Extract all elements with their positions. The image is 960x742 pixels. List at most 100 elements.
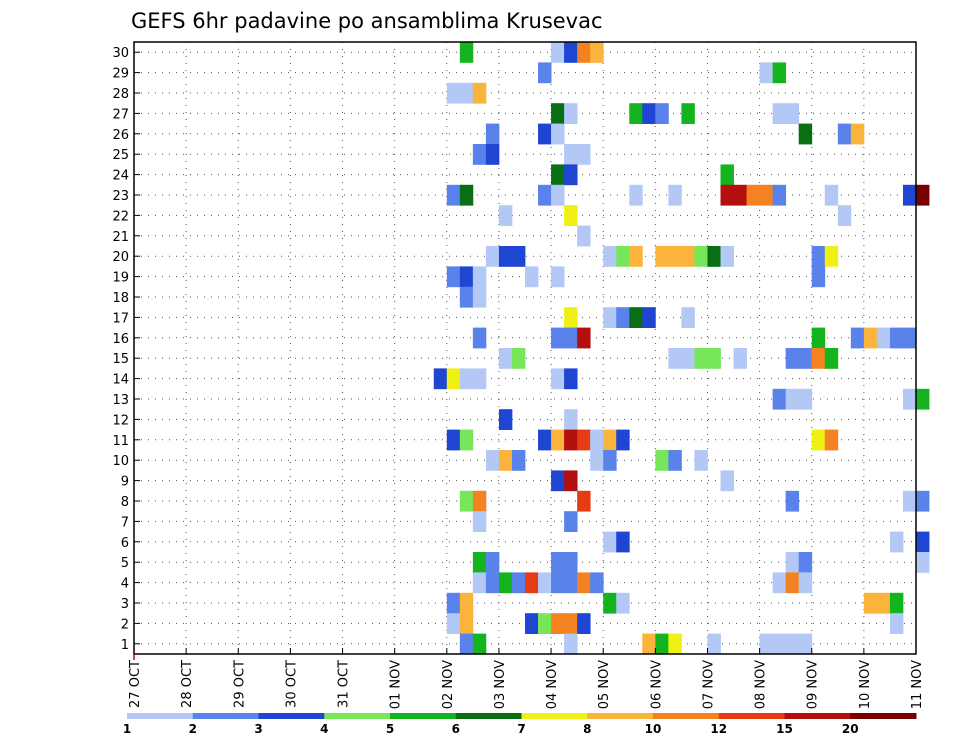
y-tick-label: 25 bbox=[112, 148, 129, 163]
precip-cell bbox=[681, 307, 695, 328]
precip-cell bbox=[785, 388, 800, 410]
precip-cell bbox=[538, 123, 552, 145]
x-tick-label: 08 NOV bbox=[754, 660, 769, 709]
precip-cell bbox=[485, 246, 500, 267]
precip-cell bbox=[511, 348, 526, 369]
chart-title: GEFS 6hr padavine po ansamblima Krusevac bbox=[131, 9, 603, 33]
precip-cell bbox=[772, 388, 787, 410]
precip-cell bbox=[538, 184, 552, 206]
legend-label: 7 bbox=[517, 722, 525, 736]
precip-cell bbox=[551, 327, 565, 349]
precip-cell bbox=[459, 368, 474, 390]
y-tick-label: 5 bbox=[121, 556, 129, 571]
precip-cell bbox=[564, 552, 578, 573]
precip-cell bbox=[577, 613, 591, 634]
legend-swatch bbox=[258, 713, 325, 719]
precip-cell bbox=[798, 123, 813, 145]
precip-cell bbox=[498, 450, 513, 471]
y-tick-label: 30 bbox=[112, 46, 129, 61]
precip-cell bbox=[707, 348, 721, 369]
y-tick-label: 8 bbox=[121, 495, 129, 510]
x-tick-label: 02 NOV bbox=[441, 660, 456, 709]
cell-layer bbox=[433, 42, 930, 655]
precip-cell bbox=[798, 388, 813, 410]
precip-cell bbox=[498, 572, 513, 594]
precip-cell bbox=[616, 307, 630, 328]
y-tick-label: 15 bbox=[112, 352, 129, 367]
legend-swatch bbox=[850, 713, 917, 719]
precip-cell bbox=[694, 450, 708, 471]
precip-cell bbox=[668, 184, 682, 206]
precip-cell bbox=[902, 327, 917, 349]
precip-cell bbox=[590, 450, 604, 471]
precip-cell bbox=[564, 613, 578, 634]
x-tick-label: 29 OCT bbox=[232, 660, 247, 708]
precip-cell bbox=[811, 266, 826, 288]
precip-cell bbox=[603, 429, 617, 451]
precip-cell bbox=[798, 348, 813, 369]
legend-label: 20 bbox=[842, 722, 859, 736]
precip-cell bbox=[577, 225, 591, 247]
precip-cell bbox=[759, 633, 774, 655]
precip-cell bbox=[446, 429, 461, 451]
x-tick-label: 30 OCT bbox=[284, 660, 299, 708]
y-tick-label: 6 bbox=[121, 536, 129, 551]
precip-cell bbox=[603, 592, 617, 614]
precip-cell bbox=[472, 552, 487, 573]
y-tick-label: 16 bbox=[112, 332, 129, 347]
precip-cell bbox=[863, 327, 878, 349]
precip-cell bbox=[446, 266, 461, 288]
precip-cell bbox=[551, 429, 565, 451]
y-tick-label: 19 bbox=[112, 271, 129, 286]
precip-cell bbox=[446, 368, 461, 390]
precip-cell bbox=[629, 307, 643, 328]
precip-cell bbox=[811, 327, 826, 349]
precip-cell bbox=[472, 144, 487, 165]
precip-cell bbox=[889, 613, 904, 634]
precip-cell bbox=[720, 164, 734, 186]
precip-cell bbox=[590, 572, 604, 594]
x-tick-label: 06 NOV bbox=[649, 660, 664, 709]
precip-cell bbox=[850, 327, 865, 349]
precip-cell bbox=[785, 348, 800, 369]
precip-cell bbox=[629, 246, 643, 267]
precip-cell bbox=[720, 246, 734, 267]
legend-swatch bbox=[455, 713, 522, 719]
legend-label: 10 bbox=[645, 722, 662, 736]
precip-cell bbox=[785, 552, 800, 573]
y-tick-label: 21 bbox=[112, 230, 129, 245]
legend-swatch bbox=[653, 713, 720, 719]
x-axis: 27 OCT 28 OCT 29 OCT 30 OCT 31 OCT 01 NOV 02 N… bbox=[128, 648, 925, 709]
precip-cell bbox=[616, 246, 630, 267]
x-tick-label: 05 NOV bbox=[597, 660, 612, 709]
y-tick-label: 1 bbox=[121, 638, 129, 653]
precip-cell bbox=[642, 633, 656, 655]
precip-cell bbox=[824, 184, 839, 206]
precip-cell bbox=[485, 144, 500, 165]
y-tick-label: 10 bbox=[112, 454, 129, 469]
precip-cell bbox=[798, 572, 813, 594]
precip-cell bbox=[446, 184, 461, 206]
precip-cell bbox=[811, 429, 826, 451]
legend-label: 5 bbox=[386, 722, 394, 736]
precip-cell bbox=[498, 348, 513, 369]
precip-cell bbox=[551, 123, 565, 145]
x-tick-label: 31 OCT bbox=[337, 660, 352, 708]
precip-cell bbox=[564, 205, 578, 226]
precip-cell bbox=[446, 592, 461, 614]
y-tick-label: 12 bbox=[112, 413, 129, 428]
precip-cell bbox=[916, 490, 930, 512]
precip-cell bbox=[837, 205, 852, 226]
precip-cell bbox=[590, 429, 604, 451]
precip-cell bbox=[551, 572, 565, 594]
precip-cell bbox=[564, 327, 578, 349]
y-tick-label: 7 bbox=[121, 515, 129, 530]
precip-cell bbox=[551, 164, 565, 186]
precip-cell bbox=[498, 205, 513, 226]
precip-cell bbox=[876, 592, 891, 614]
precip-cell bbox=[603, 246, 617, 267]
precip-cell bbox=[564, 429, 578, 451]
precip-cell bbox=[459, 490, 474, 512]
precip-cell bbox=[551, 103, 565, 124]
precip-cell bbox=[772, 103, 787, 124]
